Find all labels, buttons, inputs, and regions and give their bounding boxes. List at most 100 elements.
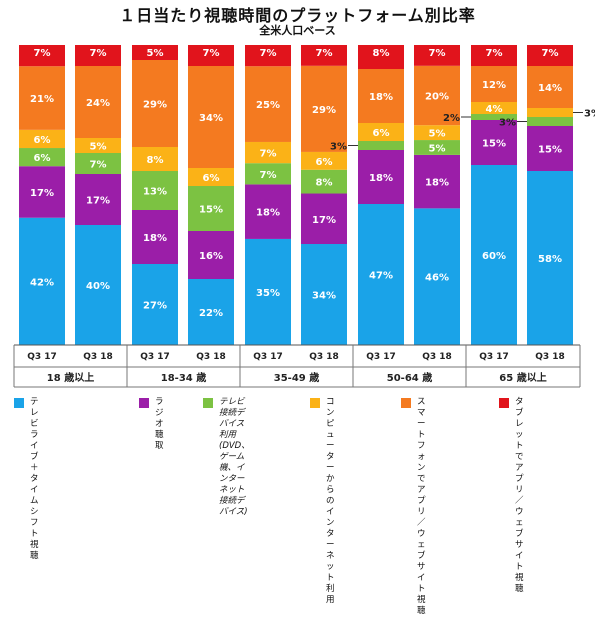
data-label: 12% <box>482 80 506 91</box>
data-label: 7% <box>260 170 277 181</box>
bar-segment-smartphone <box>301 65 347 152</box>
data-label: 22% <box>199 308 223 319</box>
data-label: 7% <box>429 48 446 59</box>
data-label: 47% <box>369 271 393 282</box>
data-label: 46% <box>425 273 449 284</box>
data-label: 34% <box>199 113 223 124</box>
data-label: 42% <box>30 277 54 288</box>
legend-swatch <box>401 398 411 408</box>
data-label: 29% <box>143 100 167 111</box>
group-label: 35-49 歳 <box>274 371 319 384</box>
bar-segment-pc <box>19 129 65 149</box>
bar-segment-radio <box>527 126 573 171</box>
x-tick-label: Q3 17 <box>253 352 283 362</box>
data-label: 15% <box>538 145 562 156</box>
group-label: 65 歳以上 <box>499 371 546 384</box>
data-label: 35% <box>256 288 280 299</box>
legend-swatch <box>310 398 320 408</box>
data-label: 6% <box>316 157 333 168</box>
group-label: 18 歳以上 <box>47 371 94 384</box>
bar-segment-smartphone <box>358 69 404 123</box>
data-label: 6% <box>203 173 220 184</box>
bar-segment-tablet <box>471 45 517 66</box>
data-label: 7% <box>542 48 559 59</box>
legend-label: テレビ接続デバイス利用 (DVD、ゲーム機、インター ネット接続デバイス) <box>219 397 250 517</box>
data-label: 60% <box>482 251 506 262</box>
bar-segment-tv <box>19 217 65 345</box>
data-label: 16% <box>199 251 223 262</box>
legend-swatch <box>499 398 509 408</box>
data-label: 7% <box>316 48 333 59</box>
legend-swatch <box>203 398 213 408</box>
bar-segment-pc <box>132 147 178 171</box>
data-label: 34% <box>312 291 336 302</box>
x-tick-label: Q3 18 <box>535 352 565 362</box>
bar-segment-tv_device <box>19 148 65 167</box>
bar-segment-tablet <box>245 45 291 67</box>
chart-title: １日当たり視聴時間のプラットフォーム別比率 <box>119 6 476 25</box>
bar-segment-radio <box>358 150 404 204</box>
bar-segment-radio <box>245 184 291 239</box>
data-label: 8% <box>316 178 333 189</box>
data-label: 7% <box>34 48 51 59</box>
data-label: 27% <box>143 301 167 312</box>
bar-segment-pc <box>358 123 404 141</box>
data-label: 15% <box>482 139 506 150</box>
data-label: 7% <box>90 48 107 59</box>
bar-segment-radio <box>471 120 517 165</box>
data-label: 21% <box>30 94 54 105</box>
bar-segment-tv_device <box>301 169 347 194</box>
data-label: 7% <box>260 149 277 160</box>
bar-segment-tv <box>75 225 121 345</box>
data-label: 5% <box>90 142 107 153</box>
bar-segment-tablet <box>75 45 121 66</box>
legend-swatch <box>14 398 24 408</box>
data-label: 18% <box>143 233 167 244</box>
data-label: 7% <box>203 48 220 59</box>
bar-segment-radio <box>19 166 65 218</box>
data-label: 8% <box>373 48 390 59</box>
data-label: 18% <box>256 208 280 219</box>
bar-segment-tablet <box>527 45 573 66</box>
bar-segment-smartphone <box>245 66 291 142</box>
legend-label: スマートフォンで アプリ／ウェブ サイト視聴 <box>417 397 426 616</box>
bar-segment-tv <box>245 238 291 345</box>
bar-segment-radio <box>301 193 347 245</box>
data-label: 5% <box>429 129 446 140</box>
bar-segment-smartphone <box>527 66 573 108</box>
data-label: 4% <box>486 104 503 115</box>
bar-segment-tablet <box>188 45 234 66</box>
bar-segment-tablet <box>132 45 178 60</box>
data-label: 18% <box>369 173 393 184</box>
bar-segment-tv <box>188 279 234 345</box>
bar-segment-tv <box>414 208 460 345</box>
data-label: 17% <box>86 196 110 207</box>
data-label: 14% <box>538 83 562 94</box>
bar-segment-smartphone <box>19 66 65 130</box>
bar-segment-smartphone <box>471 66 517 102</box>
data-label: 18% <box>369 92 393 103</box>
bar-segment-tv_device <box>245 163 291 185</box>
data-label: 7% <box>486 48 503 59</box>
bar-segment-pc <box>188 168 234 186</box>
x-tick-label: Q3 18 <box>309 352 339 362</box>
data-label: 58% <box>538 254 562 265</box>
data-label: 3% <box>330 142 347 153</box>
data-label: 6% <box>373 128 390 139</box>
bar-segment-tv <box>301 244 347 345</box>
data-label: 29% <box>312 105 336 116</box>
data-label: 6% <box>34 135 51 146</box>
group-label: 50-64 歳 <box>387 371 432 384</box>
data-label: 24% <box>86 98 110 109</box>
data-label: 17% <box>312 215 336 226</box>
data-label: 8% <box>147 155 164 166</box>
data-label: 7% <box>260 48 277 59</box>
data-label: 2% <box>443 113 460 124</box>
bar-segment-tablet <box>358 45 404 69</box>
data-label: 5% <box>429 143 446 154</box>
bar-segment-pc <box>471 102 517 114</box>
bar-segment-tv_device <box>414 140 460 155</box>
x-tick-label: Q3 17 <box>27 352 57 362</box>
data-label: 25% <box>256 100 280 111</box>
bar-segment-tv_device <box>471 114 517 120</box>
